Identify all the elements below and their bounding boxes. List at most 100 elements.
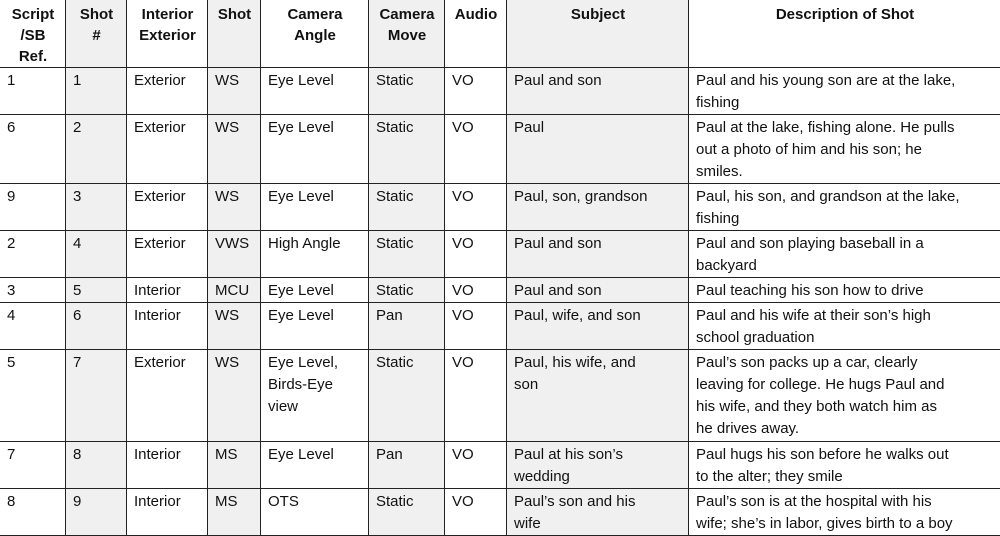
cell-subject: Paul at his son’s wedding — [507, 442, 689, 489]
cell-interior-exterior: Interior — [127, 442, 208, 489]
cell-camera-move: Static — [369, 350, 445, 442]
cell-audio: VO — [445, 350, 507, 442]
cell-camera-move: Pan — [369, 442, 445, 489]
cell-subject: Paul, son, grandson — [507, 184, 689, 231]
cell-camera-angle: Eye Level — [261, 442, 369, 489]
cell-audio: VO — [445, 231, 507, 278]
cell-camera-angle: Eye Level — [261, 184, 369, 231]
cell-description: Paul, his son, and grandson at the lake,… — [689, 184, 1000, 231]
cell-camera-move: Static — [369, 278, 445, 303]
cell-shot-type: WS — [208, 350, 261, 442]
cell-interior-exterior: Exterior — [127, 350, 208, 442]
header-audio: Audio — [445, 0, 507, 68]
cell-interior-exterior: Interior — [127, 303, 208, 350]
cell-description: Paul and his wife at their son’s high sc… — [689, 303, 1000, 350]
cell-camera-move: Static — [369, 489, 445, 536]
cell-subject: Paul’s son and his wife — [507, 489, 689, 536]
cell-shot-number: 1 — [66, 68, 127, 115]
cell-shot-type: MCU — [208, 278, 261, 303]
cell-subject: Paul and son — [507, 231, 689, 278]
cell-description: Paul and his young son are at the lake, … — [689, 68, 1000, 115]
header-shot-type: Shot — [208, 0, 261, 68]
cell-subject: Paul and son — [507, 68, 689, 115]
cell-camera-move: Static — [369, 184, 445, 231]
cell-description: Paul teaching his son how to drive — [689, 278, 1000, 303]
cell-script-ref: 4 — [0, 303, 66, 350]
cell-description: Paul at the lake, fishing alone. He pull… — [689, 115, 1000, 184]
cell-audio: VO — [445, 278, 507, 303]
cell-shot-number: 8 — [66, 442, 127, 489]
cell-script-ref: 1 — [0, 68, 66, 115]
cell-subject: Paul, wife, and son — [507, 303, 689, 350]
cell-interior-exterior: Interior — [127, 278, 208, 303]
cell-description: Paul hugs his son before he walks out to… — [689, 442, 1000, 489]
cell-camera-move: Static — [369, 231, 445, 278]
cell-audio: VO — [445, 68, 507, 115]
cell-interior-exterior: Interior — [127, 489, 208, 536]
cell-camera-angle: OTS — [261, 489, 369, 536]
cell-shot-number: 5 — [66, 278, 127, 303]
header-interior-exterior: Interior Exterior — [127, 0, 208, 68]
cell-audio: VO — [445, 184, 507, 231]
cell-camera-angle: Eye Level — [261, 68, 369, 115]
cell-script-ref: 9 — [0, 184, 66, 231]
header-camera-move: Camera Move — [369, 0, 445, 68]
cell-shot-type: WS — [208, 115, 261, 184]
cell-camera-angle: High Angle — [261, 231, 369, 278]
header-subject: Subject — [507, 0, 689, 68]
cell-shot-number: 4 — [66, 231, 127, 278]
cell-camera-angle: Eye Level — [261, 115, 369, 184]
cell-audio: VO — [445, 442, 507, 489]
cell-description: Paul’s son is at the hospital with his w… — [689, 489, 1000, 536]
cell-script-ref: 8 — [0, 489, 66, 536]
header-description: Description of Shot — [689, 0, 1000, 68]
cell-audio: VO — [445, 489, 507, 536]
cell-shot-number: 7 — [66, 350, 127, 442]
cell-description: Paul and son playing baseball in a backy… — [689, 231, 1000, 278]
cell-camera-move: Static — [369, 115, 445, 184]
cell-script-ref: 5 — [0, 350, 66, 442]
cell-subject: Paul — [507, 115, 689, 184]
cell-shot-type: MS — [208, 442, 261, 489]
header-shot-number: Shot # — [66, 0, 127, 68]
cell-camera-move: Pan — [369, 303, 445, 350]
cell-shot-type: MS — [208, 489, 261, 536]
cell-shot-number: 2 — [66, 115, 127, 184]
cell-interior-exterior: Exterior — [127, 68, 208, 115]
header-script-ref: Script /SB Ref. — [0, 0, 66, 68]
cell-camera-angle: Eye Level — [261, 278, 369, 303]
cell-shot-type: WS — [208, 68, 261, 115]
cell-script-ref: 7 — [0, 442, 66, 489]
cell-shot-number: 3 — [66, 184, 127, 231]
header-camera-angle: Camera Angle — [261, 0, 369, 68]
cell-camera-angle: Eye Level — [261, 303, 369, 350]
cell-camera-angle: Eye Level, Birds-Eye view — [261, 350, 369, 442]
cell-interior-exterior: Exterior — [127, 231, 208, 278]
cell-script-ref: 2 — [0, 231, 66, 278]
cell-audio: VO — [445, 115, 507, 184]
cell-shot-type: WS — [208, 303, 261, 350]
cell-shot-number: 9 — [66, 489, 127, 536]
cell-subject: Paul and son — [507, 278, 689, 303]
cell-interior-exterior: Exterior — [127, 115, 208, 184]
cell-shot-type: WS — [208, 184, 261, 231]
cell-shot-number: 6 — [66, 303, 127, 350]
cell-script-ref: 3 — [0, 278, 66, 303]
cell-subject: Paul, his wife, and son — [507, 350, 689, 442]
cell-script-ref: 6 — [0, 115, 66, 184]
cell-shot-type: VWS — [208, 231, 261, 278]
cell-interior-exterior: Exterior — [127, 184, 208, 231]
cell-description: Paul’s son packs up a car, clearly leavi… — [689, 350, 1000, 442]
cell-camera-move: Static — [369, 68, 445, 115]
